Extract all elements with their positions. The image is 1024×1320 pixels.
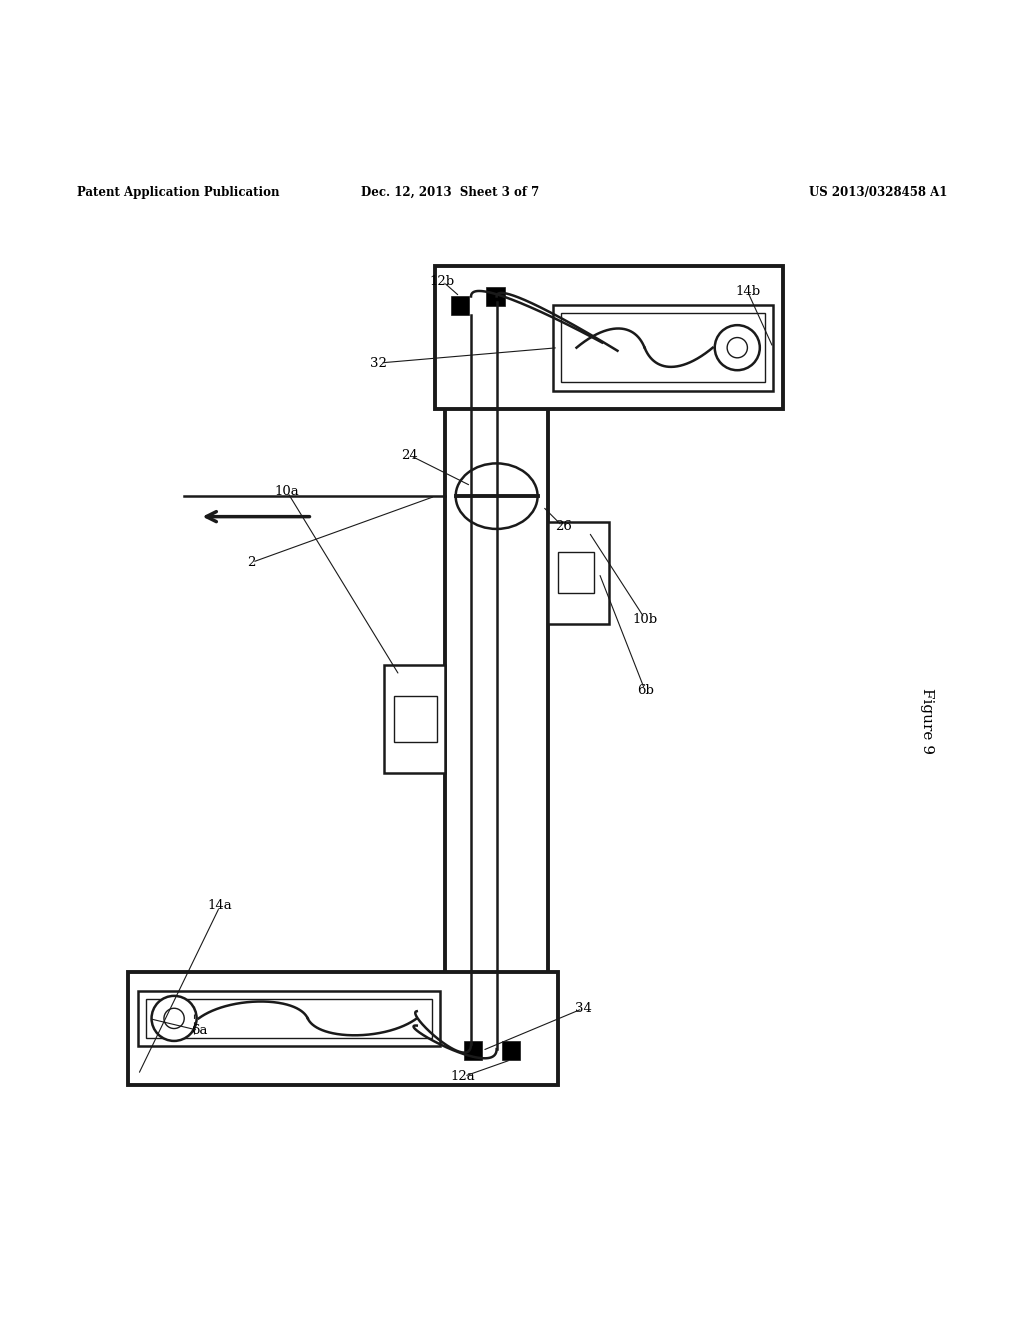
Text: 10b: 10b <box>633 612 657 626</box>
Circle shape <box>715 325 760 370</box>
Bar <box>558 553 594 594</box>
Circle shape <box>152 995 197 1041</box>
Bar <box>561 313 765 383</box>
Bar <box>435 265 783 409</box>
Bar <box>394 696 437 742</box>
Text: Patent Application Publication: Patent Application Publication <box>77 186 280 198</box>
Text: 10a: 10a <box>274 484 299 498</box>
Circle shape <box>727 338 748 358</box>
Text: Figure 9: Figure 9 <box>920 689 934 755</box>
Text: 34: 34 <box>575 1002 592 1015</box>
Bar <box>553 305 773 391</box>
Bar <box>128 973 558 1085</box>
Text: US 2013/0328458 A1: US 2013/0328458 A1 <box>809 186 947 198</box>
Text: 26: 26 <box>555 520 571 533</box>
Text: Dec. 12, 2013  Sheet 3 of 7: Dec. 12, 2013 Sheet 3 of 7 <box>361 186 540 198</box>
Text: 24: 24 <box>401 449 418 462</box>
Bar <box>451 297 469 315</box>
Text: 6b: 6b <box>637 684 653 697</box>
Bar <box>502 1041 520 1060</box>
Bar <box>384 665 445 772</box>
Text: 32: 32 <box>371 356 387 370</box>
Bar <box>548 521 609 624</box>
Bar <box>138 991 440 1045</box>
Text: 12b: 12b <box>430 275 455 288</box>
Text: 14b: 14b <box>735 285 760 298</box>
Text: 14a: 14a <box>208 899 232 912</box>
Circle shape <box>164 1008 184 1028</box>
Bar <box>464 1041 482 1060</box>
Bar <box>146 999 432 1038</box>
Bar <box>445 297 548 1055</box>
Bar <box>486 288 505 306</box>
Text: 12a: 12a <box>451 1071 475 1084</box>
Ellipse shape <box>456 463 538 529</box>
Text: 6a: 6a <box>191 1024 208 1038</box>
Text: 2: 2 <box>247 556 255 569</box>
